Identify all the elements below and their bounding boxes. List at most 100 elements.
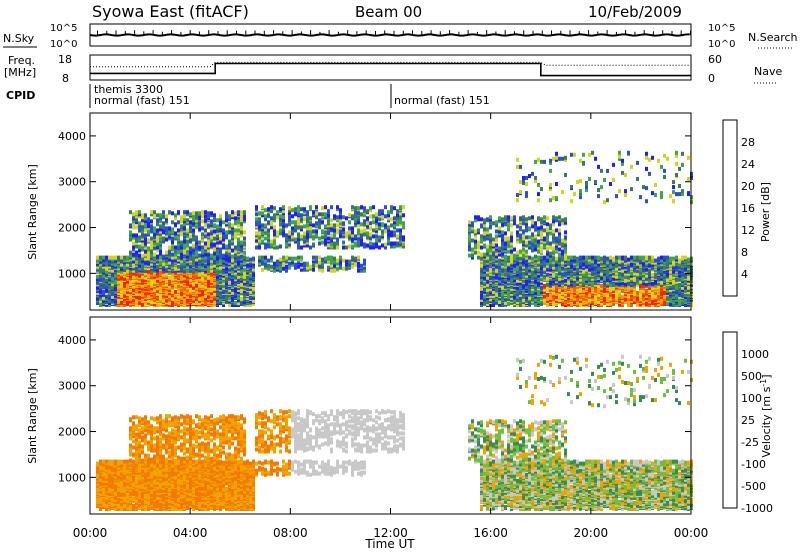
heatmap-cell	[279, 207, 282, 212]
heatmap-cell	[240, 222, 243, 227]
heatmap-cell	[486, 230, 489, 235]
heatmap-cell	[297, 245, 300, 250]
heatmap-cell	[153, 290, 156, 295]
heatmap-cell	[150, 239, 153, 244]
heatmap-cell	[504, 249, 507, 254]
heatmap-cell	[366, 221, 369, 226]
heatmap-cell	[138, 210, 141, 215]
heatmap-cell	[348, 230, 351, 235]
heatmap-cell	[573, 300, 576, 304]
heatmap-cell	[345, 216, 348, 221]
heatmap-cell	[219, 297, 222, 302]
heatmap-cell	[174, 231, 177, 236]
heatmap-cell	[225, 296, 228, 301]
heatmap-cell	[525, 288, 528, 293]
heatmap-cell	[381, 215, 384, 220]
heatmap-cell	[546, 261, 549, 266]
heatmap-cell	[273, 228, 276, 233]
heatmap-cell	[384, 223, 387, 228]
heatmap-cell	[132, 241, 135, 246]
heatmap-cell	[129, 223, 132, 228]
heatmap-cell	[501, 217, 504, 222]
heatmap-cell	[255, 205, 258, 210]
heatmap-cell	[171, 220, 174, 225]
heatmap-cell	[135, 261, 138, 266]
heatmap-cell	[102, 275, 105, 280]
heatmap-cell	[156, 241, 159, 246]
heatmap-cell	[468, 228, 471, 233]
heatmap-cell	[555, 236, 558, 241]
heatmap-cell	[558, 252, 561, 257]
heatmap-cell	[534, 286, 537, 291]
nsky-tick-top: 10^5	[50, 23, 77, 34]
heatmap-cell	[555, 246, 558, 251]
heatmap-cell	[258, 245, 261, 250]
heatmap-cell	[273, 245, 276, 250]
heatmap-cell	[489, 238, 492, 243]
heatmap-cell	[486, 244, 489, 249]
heatmap-cell	[222, 228, 225, 233]
heatmap-cell	[528, 174, 531, 178]
heatmap-cell	[561, 156, 564, 161]
heatmap-cell	[531, 245, 534, 250]
heatmap-cell	[306, 223, 309, 228]
heatmap-cell	[543, 228, 546, 233]
heatmap-cell	[531, 301, 534, 305]
heatmap-cell	[177, 273, 180, 278]
heatmap-cell	[573, 152, 576, 157]
heatmap-cell	[267, 235, 270, 240]
heatmap-cell	[507, 273, 510, 278]
heatmap-cell	[309, 232, 312, 237]
heatmap-cell	[306, 226, 309, 231]
heatmap-cell	[213, 251, 216, 256]
heatmap-cell	[498, 216, 501, 221]
heatmap-cell	[231, 254, 234, 259]
heatmap-cell	[579, 261, 582, 266]
heatmap-cell	[204, 210, 207, 215]
heatmap-cell	[306, 261, 309, 266]
heatmap-cell	[468, 233, 471, 238]
heatmap-cell	[243, 300, 246, 304]
heatmap-cell	[561, 272, 564, 277]
heatmap-cell	[309, 220, 312, 225]
heatmap-cell	[561, 190, 564, 195]
heatmap-cell	[261, 205, 264, 210]
heatmap-cell	[198, 215, 201, 220]
heatmap-cell	[207, 237, 210, 242]
heatmap-cell	[240, 233, 243, 238]
heatmap-cell	[498, 265, 501, 270]
heatmap-cell	[237, 212, 240, 217]
heatmap-cell	[192, 243, 195, 248]
heatmap-cell	[564, 243, 567, 248]
heatmap-cell	[204, 218, 207, 223]
heatmap-cell	[357, 228, 360, 233]
heatmap-cell	[147, 298, 150, 303]
heatmap-cell	[318, 255, 321, 260]
heatmap-cell	[342, 240, 345, 245]
heatmap-cell	[513, 253, 516, 258]
heatmap-cell	[471, 247, 474, 252]
heatmap-cell	[216, 288, 219, 293]
heatmap-cell	[168, 210, 171, 215]
heatmap-cell	[156, 218, 159, 223]
heatmap-cell	[147, 229, 150, 234]
heatmap-cell	[570, 288, 573, 293]
heatmap-cell	[147, 224, 150, 229]
heatmap-cell	[303, 231, 306, 236]
heatmap-cell	[168, 257, 171, 262]
heatmap-cell	[222, 287, 225, 292]
heatmap-cell	[261, 259, 264, 264]
heatmap-cell	[159, 262, 162, 267]
heatmap-cell	[360, 233, 363, 238]
heatmap-cell	[555, 275, 558, 280]
heatmap-cell	[504, 284, 507, 289]
heatmap-cell	[219, 300, 222, 304]
date-label: 10/Feb/2009	[588, 3, 682, 21]
heatmap-cell	[255, 212, 258, 217]
heatmap-cell	[504, 268, 507, 273]
heatmap-cell	[252, 261, 255, 266]
heatmap-cell	[324, 237, 327, 242]
heatmap-cell	[519, 256, 522, 261]
heatmap-cell	[540, 231, 543, 236]
heatmap-cell	[372, 228, 375, 233]
